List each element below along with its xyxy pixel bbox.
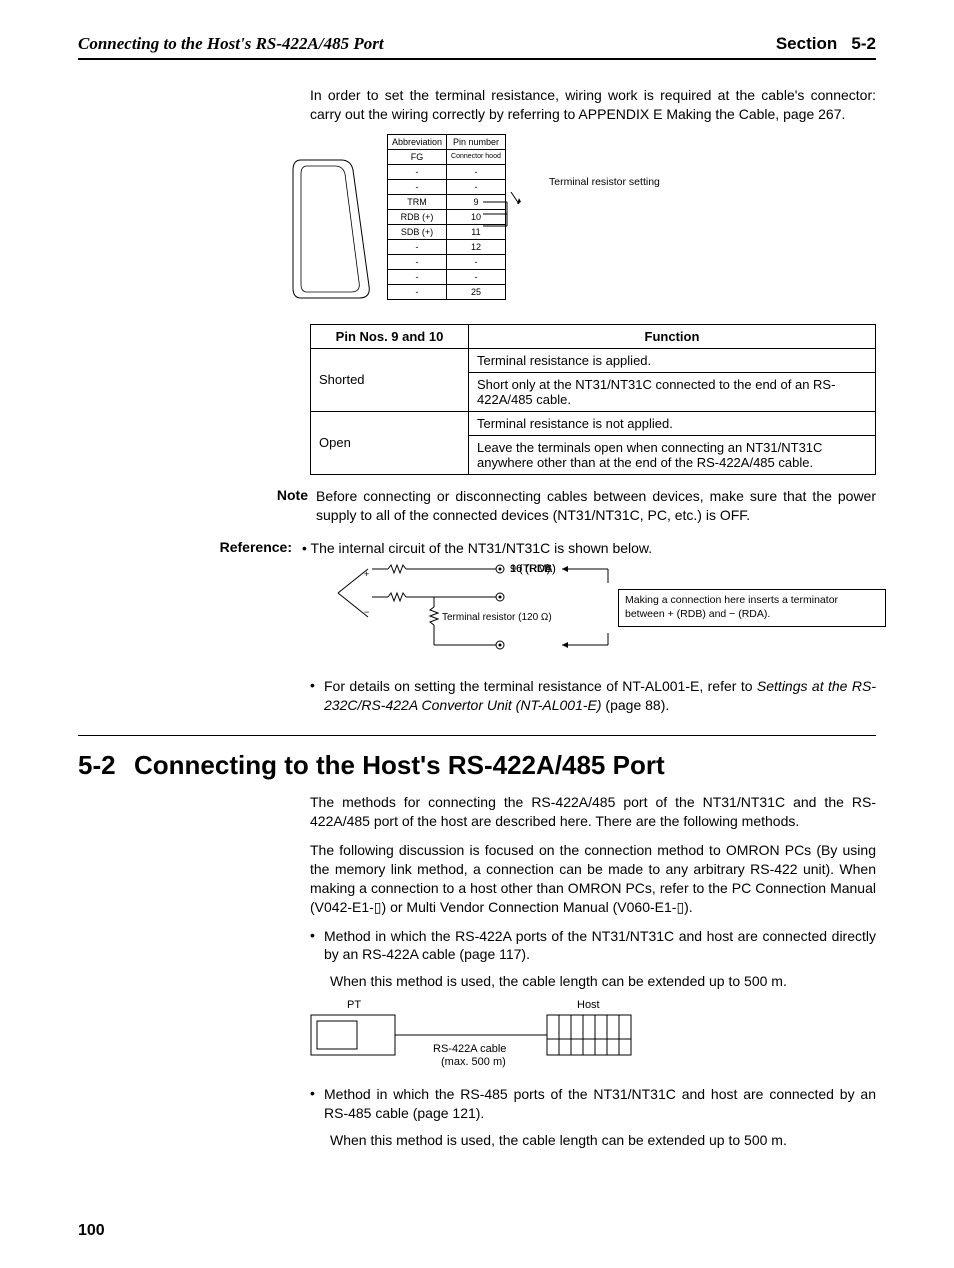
section-para-2: The following discussion is focused on t… — [310, 841, 876, 917]
cable-label: RS-422A cable — [433, 1043, 506, 1055]
circuit-caption: Making a connection here inserts a termi… — [618, 589, 886, 626]
reference-bullet-1: • The internal circuit of the NT31/NT31C… — [302, 539, 652, 558]
func-row-open: Open — [311, 411, 469, 474]
svg-text:+: + — [364, 569, 369, 579]
method-2: • Method in which the RS-485 ports of th… — [310, 1085, 876, 1123]
circuit-resistor: Terminal resistor (120 Ω) — [442, 612, 552, 623]
note-text: Before connecting or disconnecting cable… — [316, 487, 876, 525]
circuit-pin9: 9 (TRM) — [510, 563, 550, 575]
page-number: 100 — [78, 1222, 105, 1240]
reference-label: Reference: — [202, 539, 292, 558]
cable-pt-label: PT — [347, 999, 361, 1011]
intro-paragraph: In order to set the terminal resistance,… — [310, 86, 876, 124]
note-label: Note — [263, 487, 308, 525]
method-2-sub: When this method is used, the cable leng… — [330, 1131, 876, 1150]
section-title: Connecting to the Host's RS-422A/485 Por… — [134, 750, 665, 781]
reference-bullet-2: • For details on setting the terminal re… — [310, 677, 876, 715]
cable-host-label: Host — [577, 999, 600, 1011]
section-para-1: The methods for connecting the RS-422A/4… — [310, 793, 876, 831]
connector-diagram: AbbreviationPin number FGConnector hood … — [267, 134, 687, 312]
svg-text:−: − — [364, 607, 369, 617]
cable-diagram: PT Host RS-422A cable (max. 500 m) — [307, 999, 647, 1071]
terminal-resistor-label: Terminal resistor setting — [549, 176, 660, 188]
method-1: • Method in which the RS-422A ports of t… — [310, 927, 876, 965]
func-row-shorted: Shorted — [311, 348, 469, 411]
circuit-diagram: + − 10 (RDB) 16 (RDA) Terminal resistor … — [328, 563, 888, 663]
method-1-sub: When this method is used, the cable leng… — [330, 972, 876, 991]
cable-max: (max. 500 m) — [441, 1056, 506, 1068]
section-number: 5-2 — [78, 750, 134, 781]
connector-shape-icon — [291, 158, 381, 308]
header-section: Section 5-2 — [776, 34, 876, 54]
header-title: Connecting to the Host's RS-422A/485 Por… — [78, 34, 384, 54]
func-header-function: Function — [469, 324, 876, 348]
reference-block: Reference: • The internal circuit of the… — [78, 539, 876, 558]
function-table: Pin Nos. 9 and 10 Function Shorted Termi… — [310, 324, 876, 475]
note-block: Note Before connecting or disconnecting … — [78, 487, 876, 525]
terminal-lines-icon — [483, 192, 573, 232]
section-divider — [78, 735, 876, 736]
func-header-pins: Pin Nos. 9 and 10 — [311, 324, 469, 348]
section-heading: 5-2 Connecting to the Host's RS-422A/485… — [78, 750, 876, 781]
page-header: Connecting to the Host's RS-422A/485 Por… — [78, 34, 876, 60]
